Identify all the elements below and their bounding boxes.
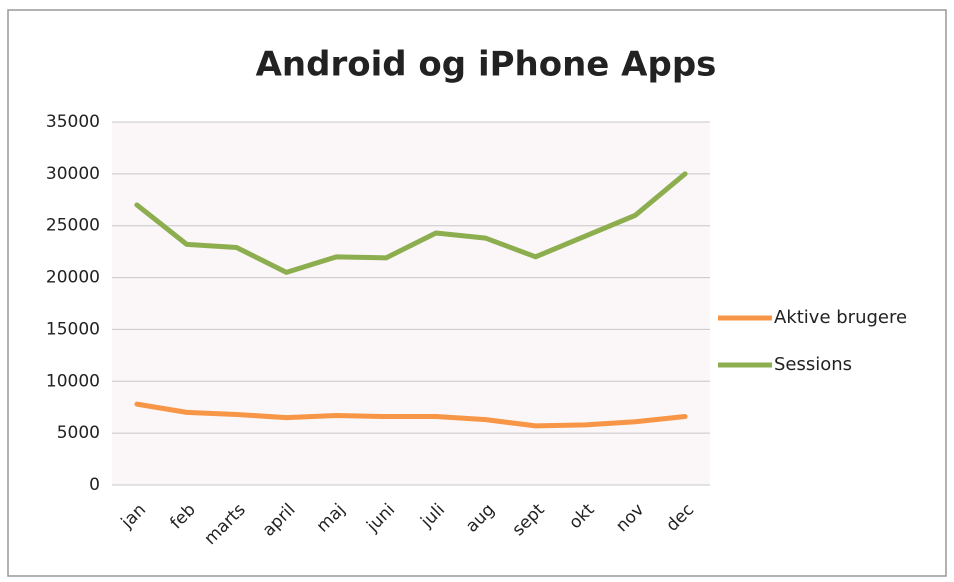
- y-tick-label: 10000: [46, 371, 100, 391]
- y-tick-label: 30000: [46, 164, 100, 184]
- y-tick-label: 5000: [57, 423, 100, 443]
- y-tick-label: 25000: [46, 216, 100, 236]
- legend-label: Sessions: [774, 354, 852, 375]
- y-tick-label: 0: [89, 475, 100, 495]
- line-series: [134, 401, 688, 429]
- chart-title: Android og iPhone Apps: [256, 45, 717, 85]
- line-series: [134, 171, 688, 275]
- legend-label: Aktive brugere: [774, 307, 907, 328]
- y-tick-label: 15000: [46, 319, 100, 339]
- plot-area: [112, 122, 710, 485]
- y-tick-label: 20000: [46, 268, 100, 288]
- y-tick-label: 35000: [46, 112, 100, 132]
